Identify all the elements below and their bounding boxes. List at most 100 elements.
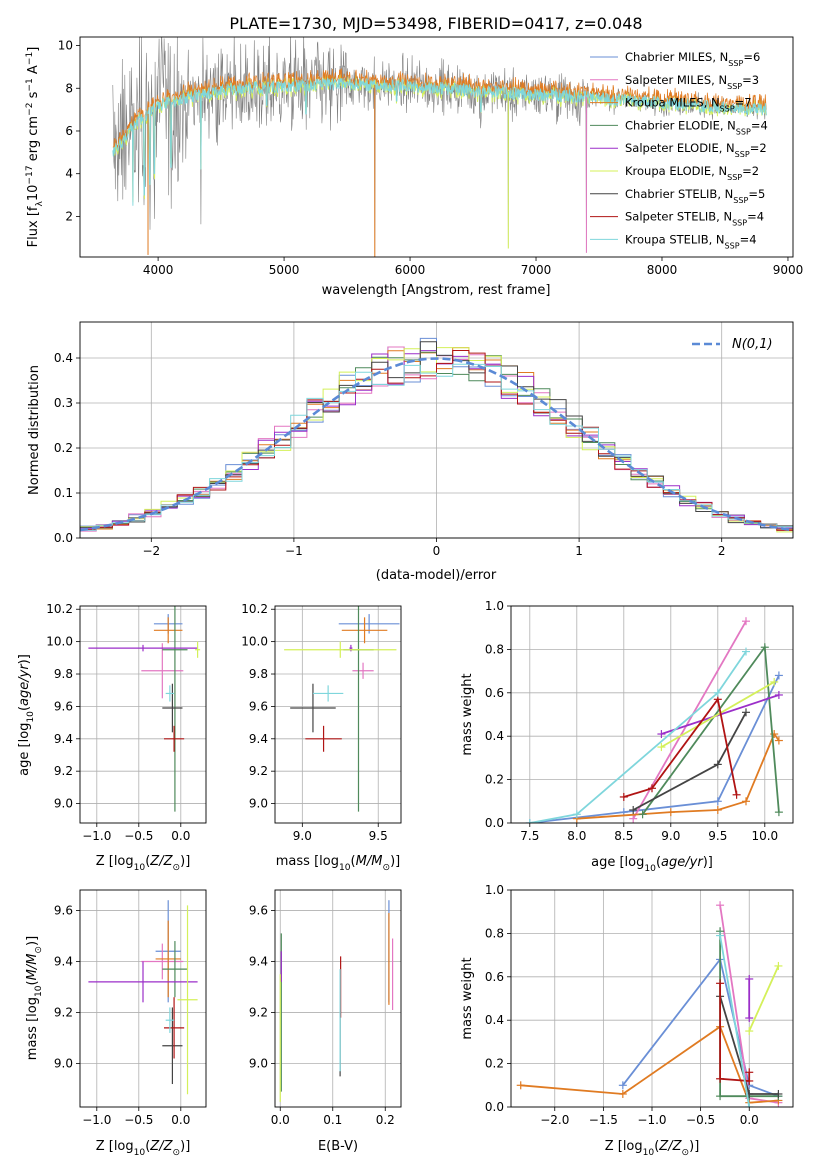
y-tick-label: 9.0 — [249, 797, 268, 811]
x-tick-label: −2.0 — [540, 1113, 569, 1127]
x-axis-label: wavelength [Angstrom, rest frame] — [322, 283, 551, 298]
errorbar-point-1 — [352, 662, 374, 679]
x-axis-label: age [log10(age/yr)] — [591, 855, 713, 874]
y-tick-label: 1.0 — [485, 599, 504, 613]
x-tick-label: 8.5 — [614, 829, 633, 843]
x-tick-label: −0.5 — [124, 1113, 153, 1127]
x-tick-label: 9.0 — [661, 829, 680, 843]
y-tick-label: 0.0 — [54, 531, 73, 545]
x-tick-label: −0.5 — [686, 1113, 715, 1127]
x-tick-label: 0.0 — [171, 1113, 190, 1127]
y-axis-label: mass weight — [460, 673, 475, 755]
axes-frame — [79, 605, 207, 824]
errorbar-point-2 — [153, 617, 183, 644]
x-tick-label: 7.5 — [520, 829, 539, 843]
y-tick-label: 0.3 — [54, 396, 73, 410]
errorbar-point-8 — [165, 1007, 175, 1033]
x-tick-label: 1 — [575, 544, 583, 558]
y-tick-label: 9.8 — [249, 667, 268, 681]
weight-marker — [742, 708, 750, 717]
weight-marker — [774, 961, 783, 970]
y-tick-label: 0.4 — [54, 351, 73, 365]
histogram-series-8 — [80, 363, 793, 538]
x-tick-label: −2 — [142, 544, 160, 558]
plot-area — [284, 606, 400, 812]
legend-label-7: Salpeter STELIB, NSSP=4 — [625, 210, 764, 228]
weight-marker — [572, 810, 581, 819]
y-tick-label: 0.4 — [485, 729, 504, 743]
x-tick-label: 10.0 — [751, 829, 778, 843]
y-tick-label: 0.2 — [485, 1057, 504, 1071]
model-spectrum-kroupa-miles — [112, 68, 767, 198]
weight-marker — [745, 1014, 754, 1023]
y-tick-label: 10 — [58, 39, 73, 53]
y-tick-label: 0.0 — [485, 816, 504, 830]
errorbar-point-7 — [305, 725, 342, 752]
legend-label-4: Salpeter ELODIE, NSSP=2 — [625, 141, 767, 159]
legend-label-3: Chabrier ELODIE, NSSP=4 — [625, 118, 768, 136]
y-tick-label: 1.0 — [485, 883, 504, 897]
weight-marker — [774, 1089, 783, 1098]
weight-line-7 — [623, 697, 738, 798]
x-tick-label: 9.5 — [369, 829, 388, 843]
x-tick-label: −1 — [285, 544, 303, 558]
x-tick-label: 7000 — [521, 263, 552, 277]
y-tick-label: 9.4 — [249, 732, 268, 746]
y-tick-label: 9.2 — [249, 764, 268, 778]
weight-marker — [516, 1081, 525, 1090]
weight-marker — [770, 677, 779, 686]
weight-marker — [774, 808, 783, 817]
weight-marker — [745, 1076, 754, 1085]
x-axis-label: Z [log10(Z/Z⊙)] — [96, 854, 191, 873]
weight-marker — [745, 974, 754, 983]
chart-age-vs-mass: 9.0 9.5 9.0 9.2 9.4 9.6 9.8 10.0 10.2 mass [log10… — [241, 602, 402, 873]
chart-mass-weight-vs-age: 7.5 8.0 8.5 9.0 9.5 10.0 0.0 0.2 0.4 0.6 0.8 1.0 age… — [460, 599, 794, 874]
chart-mass-vs-ebv: 0.0 0.1 0.2 9.0 9.2 9.4 9.6 E(B-V) — [249, 889, 402, 1154]
y-tick-label: 10.2 — [241, 602, 268, 616]
x-axis-label: Z [log10(Z/Z⊙)] — [96, 1139, 191, 1158]
weight-line-5 — [748, 965, 780, 1032]
weight-marker — [713, 797, 722, 806]
y-tick-label: 9.6 — [54, 903, 73, 917]
x-tick-label: 9.5 — [708, 829, 727, 843]
errorbar-point-1 — [141, 643, 184, 699]
y-tick-label: 10.0 — [241, 635, 268, 649]
chart-spectrum: 4000 5000 6000 7000 8000 9000 2 4 6 8 10 Chabrier M… — [25, 36, 803, 298]
legend-normal-label: N(0,1) — [732, 337, 773, 352]
legend-label-1: Salpeter MILES, NSSP=3 — [625, 73, 759, 91]
weight-marker — [732, 790, 741, 799]
weight-marker — [774, 671, 783, 680]
y-tick-label: 2 — [65, 209, 73, 223]
errorbar-point-3 — [162, 941, 188, 998]
y-tick-label: 9.6 — [54, 699, 73, 713]
chart-residual-hist: −2 −1 0 1 2 0.0 0.1 0.2 0.3 0.4 N(0,1) (data-model)… — [27, 321, 794, 583]
weight-line-5 — [660, 681, 775, 748]
y-tick-label: 0.6 — [485, 970, 504, 984]
axes-frame — [274, 889, 402, 1108]
weight-marker — [745, 1068, 754, 1077]
x-tick-label: 0 — [433, 544, 441, 558]
legend-label-5: Kroupa ELODIE, NSSP=2 — [625, 164, 759, 182]
figure-title: PLATE=1730, MJD=53498, FIBERID=0417, z=0… — [229, 14, 642, 33]
y-tick-label: 9.2 — [249, 1006, 268, 1020]
errorbar-point-2 — [155, 920, 181, 998]
weight-marker — [774, 690, 783, 699]
weight-marker — [742, 797, 750, 806]
axes-frame — [79, 36, 794, 258]
y-tick-label: 9.4 — [249, 954, 268, 968]
y-tick-label: 9.2 — [54, 764, 73, 778]
normal-reference-curve — [80, 357, 793, 532]
legend-label-2: Kroupa MILES, NSSP=7 — [625, 96, 752, 114]
axes-frame — [79, 321, 794, 539]
axes-frame — [510, 889, 794, 1108]
y-tick-label: 9.6 — [249, 903, 268, 917]
errorbar-point-5 — [177, 905, 198, 1095]
weight-marker — [745, 1027, 754, 1036]
weight-marker — [742, 647, 750, 656]
weight-marker — [774, 736, 783, 745]
chart-mass-weight-vs-Z: −2.0 −1.5 −1.0 −0.5 0.0 0.0 0.2 0.4 0.6 0.8 1.0 Z [… — [460, 883, 794, 1158]
errorbar-point-2 — [341, 617, 388, 644]
plot-area — [88, 606, 201, 812]
errorbar-point-6 — [290, 683, 336, 733]
y-axis-label: Flux [fλ10−17 erg cm−2 s−1 A−1] — [25, 47, 45, 248]
